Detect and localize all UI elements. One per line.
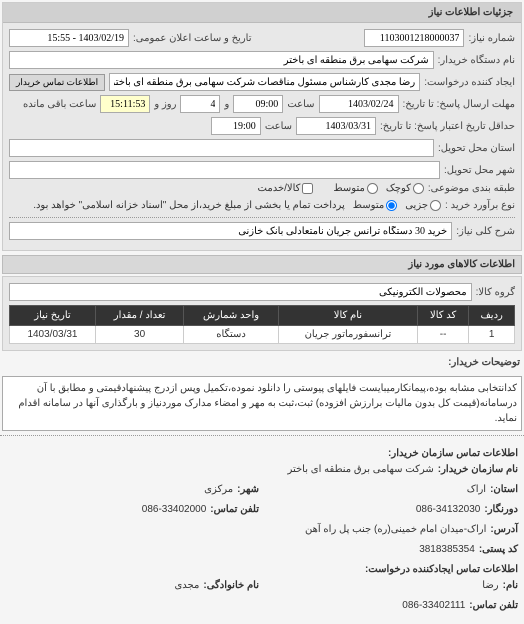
goods-section-title: اطلاعات کالاهای مورد نیاز: [2, 255, 522, 274]
response-date-input[interactable]: [319, 95, 399, 113]
goods-checkbox[interactable]: کالا/خدمت: [258, 183, 314, 194]
buyer-notes-text: کدانتخابی مشابه بوده،پیمانکارمیبایست فای…: [2, 376, 522, 431]
contact-city-label: شهر:: [237, 482, 259, 498]
col-unit: واحد شمارش: [184, 306, 279, 326]
contact-address: اراک-میدان امام خمینی(ره) جنب پل راه آهن: [305, 522, 486, 538]
cell-name: ترانسفورماتور جریان: [278, 326, 417, 344]
cell-code: --: [417, 326, 468, 344]
table-row[interactable]: 1 -- ترانسفورماتور جریان دستگاه 30 1403/…: [10, 326, 515, 344]
request-number-label: شماره نیاز:: [468, 33, 515, 44]
request-number-input[interactable]: [364, 29, 464, 47]
contact-fax-label: دورنگار:: [484, 502, 518, 518]
buyer-notes-label: توضیحات خریدار:: [448, 357, 520, 368]
creator-phone: 086-33402111: [402, 598, 465, 614]
goods-group-input[interactable]: [9, 283, 472, 301]
city-label: شهر محل تحویل:: [444, 165, 515, 176]
cell-date: 1403/03/31: [10, 326, 96, 344]
response-deadline-label: مهلت ارسال پاسخ: تا تاریخ:: [403, 99, 515, 110]
days-label: روز و: [154, 99, 176, 110]
col-date: تاریخ نیاز: [10, 306, 96, 326]
creator-surname: مجدی: [174, 578, 199, 594]
goods-table: ردیف کد کالا نام کالا واحد شمارش تعداد /…: [9, 305, 515, 344]
creator-label: ایجاد کننده درخواست:: [424, 77, 515, 88]
contact-phone-label: تلفن تماس:: [210, 502, 259, 518]
pt-partial-radio[interactable]: جزیی: [405, 200, 441, 211]
creator-surname-label: نام خانوادگی:: [203, 578, 259, 594]
time-label-2: ساعت: [265, 121, 292, 132]
creator-name: رضا: [482, 578, 498, 594]
time-label-1: ساعت: [287, 99, 314, 110]
pt-medium-radio[interactable]: متوسط: [353, 200, 397, 211]
contact-province-label: استان:: [490, 482, 518, 498]
cat-medium-radio[interactable]: متوسط: [333, 183, 377, 194]
col-qty: تعداد / مقدار: [95, 306, 183, 326]
contact-postal: 3818385354: [419, 542, 475, 558]
validity-date-input[interactable]: [296, 117, 376, 135]
countdown-input: [100, 95, 150, 113]
creator-name-label: نام:: [503, 578, 518, 594]
panel-title: جزئیات اطلاعات نیاز: [3, 3, 521, 23]
buyer-org-label: نام دستگاه خریدار:: [438, 55, 515, 66]
divider-2: [0, 435, 524, 436]
contact-phone: 086-33402000: [142, 502, 207, 518]
creator-phone-label: تلفن تماس:: [469, 598, 518, 614]
contact-section-title: اطلاعات تماس سازمان خریدار:: [6, 446, 518, 462]
province-input[interactable]: [9, 139, 434, 157]
announce-input[interactable]: [9, 29, 129, 47]
category-radio-group: کوچک متوسط کالا/خدمت: [258, 183, 424, 194]
cell-qty: 30: [95, 326, 183, 344]
category-label: طبقه بندی موضوعی:: [428, 183, 515, 194]
cat-small-radio[interactable]: کوچک: [386, 183, 424, 194]
contact-city: مرکزی: [204, 482, 233, 498]
province-label: استان محل تحویل:: [438, 143, 515, 154]
city-input[interactable]: [9, 161, 440, 179]
purchase-type-group: جزیی متوسط: [353, 200, 441, 211]
cell-unit: دستگاه: [184, 326, 279, 344]
summary-input[interactable]: [9, 222, 452, 240]
col-name: نام کالا: [278, 306, 417, 326]
remaining-label: ساعت باقی مانده: [23, 99, 96, 110]
purchase-type-label: نوع برآورد خرید :: [445, 200, 515, 211]
summary-label: شرح کلی نیاز:: [456, 226, 515, 237]
response-time-input[interactable]: [233, 95, 283, 113]
buyer-org-input[interactable]: [9, 51, 434, 69]
contact-postal-label: کد پستی:: [479, 542, 518, 558]
and-label: و: [224, 99, 229, 110]
days-input[interactable]: [180, 95, 220, 113]
contact-province: اراک: [467, 482, 486, 498]
cell-idx: 1: [469, 326, 515, 344]
contact-buyer-button[interactable]: اطلاعات تماس خریدار: [9, 74, 105, 91]
goods-group-label: گروه کالا:: [476, 287, 515, 298]
col-code: کد کالا: [417, 306, 468, 326]
contact-org-label: نام سازمان خریدار:: [438, 462, 518, 478]
creator-input[interactable]: [109, 73, 420, 91]
purchase-note: پرداخت تمام یا بخشی از مبلغ خرید،از محل …: [9, 198, 349, 213]
validity-time-input[interactable]: [211, 117, 261, 135]
divider: [9, 217, 515, 218]
contact-address-label: آدرس:: [490, 522, 518, 538]
validity-label: حداقل تاریخ اعتبار پاسخ: تا تاریخ:: [380, 121, 515, 132]
contact-org: شرکت سهامی برق منطقه ای باختر: [287, 462, 433, 478]
col-idx: ردیف: [469, 306, 515, 326]
contact-fax: 086-34132030: [416, 502, 481, 518]
announce-label: تاریخ و ساعت اعلان عمومی:: [133, 33, 252, 44]
